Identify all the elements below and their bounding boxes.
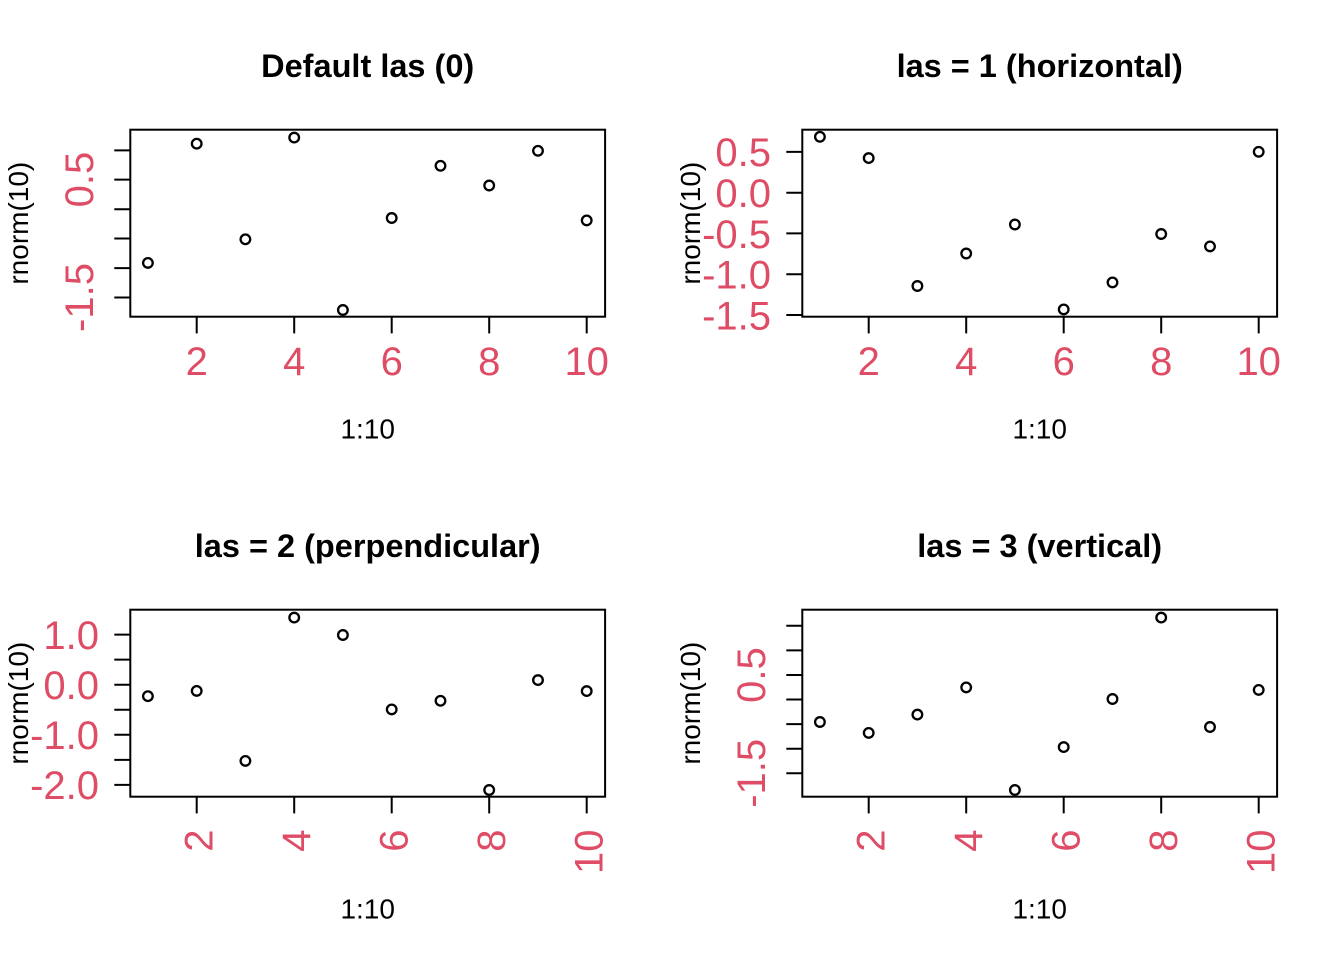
svg-text:-2.0: -2.0 [30, 764, 99, 808]
svg-text:1:10: 1:10 [1012, 414, 1067, 445]
svg-text:10: 10 [568, 830, 612, 875]
svg-text:10: 10 [564, 340, 609, 384]
svg-text:Default las (0): Default las (0) [261, 48, 474, 84]
svg-text:4: 4 [947, 830, 991, 852]
svg-text:-1.0: -1.0 [30, 714, 99, 758]
svg-text:10: 10 [1236, 340, 1281, 384]
svg-text:4: 4 [283, 340, 305, 384]
svg-text:6: 6 [373, 830, 417, 852]
svg-text:rnorm(10): rnorm(10) [675, 642, 706, 765]
svg-text:las = 2 (perpendicular): las = 2 (perpendicular) [195, 528, 541, 564]
svg-text:1:10: 1:10 [340, 894, 395, 925]
svg-text:-1.5: -1.5 [702, 294, 771, 338]
svg-text:0.5: 0.5 [58, 152, 102, 208]
svg-text:-1.0: -1.0 [702, 254, 771, 298]
svg-text:8: 8 [1142, 830, 1186, 852]
svg-text:4: 4 [955, 340, 977, 384]
svg-text:1:10: 1:10 [340, 414, 395, 445]
svg-text:8: 8 [470, 830, 514, 852]
svg-text:rnorm(10): rnorm(10) [675, 162, 706, 285]
svg-text:rnorm(10): rnorm(10) [3, 642, 34, 765]
svg-text:2: 2 [178, 830, 222, 852]
svg-text:0.0: 0.0 [43, 664, 99, 708]
svg-text:8: 8 [478, 340, 500, 384]
svg-text:las = 3 (vertical): las = 3 (vertical) [917, 528, 1162, 564]
svg-text:6: 6 [381, 340, 403, 384]
svg-text:0.0: 0.0 [715, 172, 771, 216]
svg-text:0.5: 0.5 [715, 131, 771, 175]
svg-text:rnorm(10): rnorm(10) [3, 162, 34, 285]
svg-text:6: 6 [1045, 830, 1089, 852]
svg-text:1.0: 1.0 [43, 614, 99, 658]
svg-text:1:10: 1:10 [1012, 894, 1067, 925]
svg-text:2: 2 [186, 340, 208, 384]
svg-text:-1.5: -1.5 [730, 739, 774, 808]
svg-text:0.5: 0.5 [730, 647, 774, 703]
svg-text:-1.5: -1.5 [58, 263, 102, 332]
svg-text:2: 2 [850, 830, 894, 852]
svg-text:8: 8 [1150, 340, 1172, 384]
svg-text:6: 6 [1053, 340, 1075, 384]
svg-text:2: 2 [858, 340, 880, 384]
svg-text:10: 10 [1240, 830, 1284, 875]
svg-text:las = 1 (horizontal): las = 1 (horizontal) [897, 48, 1183, 84]
svg-text:-0.5: -0.5 [702, 213, 771, 257]
svg-text:4: 4 [275, 830, 319, 852]
